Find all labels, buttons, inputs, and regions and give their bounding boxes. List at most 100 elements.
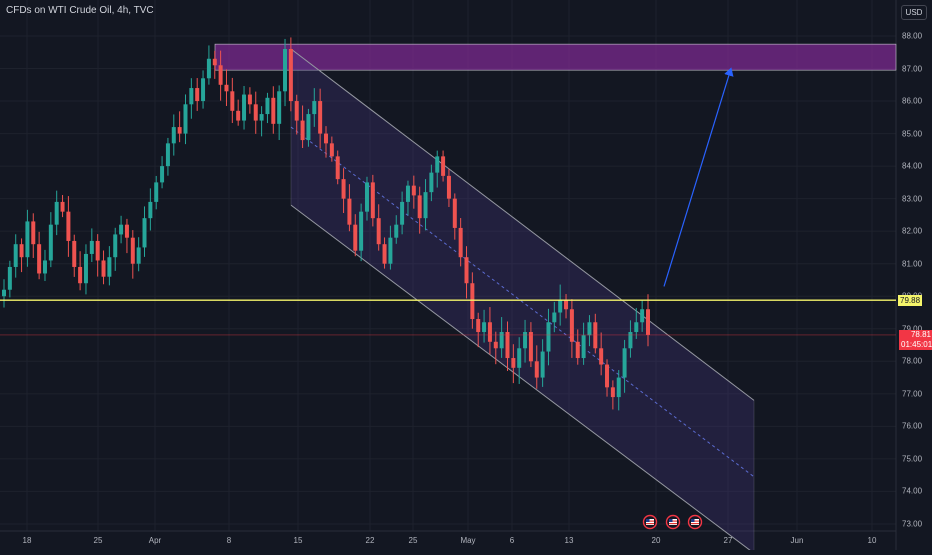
candle-body: [242, 94, 247, 121]
candle-body: [142, 218, 147, 248]
candle-body: [411, 185, 416, 196]
candle-body: [265, 97, 270, 115]
candle-body: [400, 201, 405, 225]
event-icons[interactable]: [642, 514, 703, 530]
candle-body: [382, 244, 387, 264]
candle-body: [288, 49, 293, 102]
candle-body: [300, 120, 305, 141]
channel-upper-line[interactable]: [290, 48, 755, 401]
candle-body: [312, 101, 317, 115]
last-price-tag: 78.81 01:45:01: [899, 330, 932, 350]
time-tick-label: 27: [723, 536, 733, 545]
time-tick-label: 25: [93, 536, 103, 545]
candle-body: [423, 192, 428, 219]
candle-body: [13, 244, 18, 267]
candle-body: [283, 49, 288, 92]
candle-body: [101, 260, 106, 277]
price-tick-label: 74.00: [902, 486, 923, 496]
price-tick-label: 79.00: [902, 324, 923, 334]
candle-body: [476, 319, 481, 333]
candle-body: [499, 332, 504, 349]
candle-body: [511, 358, 516, 368]
candle-body: [83, 253, 88, 284]
candle-body: [376, 218, 381, 245]
channel-fill: [291, 49, 754, 554]
candle-body: [119, 224, 124, 235]
candle-body: [417, 195, 422, 219]
price-tick-label: 86.00: [902, 96, 923, 106]
time-tick-label: May: [460, 536, 476, 545]
flag-us-icon[interactable]: [642, 514, 658, 530]
candle-body: [148, 201, 153, 219]
candle-body: [452, 198, 457, 228]
candle-body: [628, 332, 633, 349]
candle-body: [364, 182, 369, 212]
candle-body: [528, 332, 533, 362]
candle-body: [388, 237, 393, 264]
candle-body: [206, 58, 211, 79]
flag-us-icon[interactable]: [687, 514, 703, 530]
candle-body: [605, 364, 610, 388]
candle-body: [277, 91, 282, 124]
candle-body: [581, 335, 586, 359]
candle-body: [54, 201, 59, 225]
time-tick-label: Jun: [790, 536, 804, 545]
candle-body: [318, 101, 323, 134]
candle-body: [19, 244, 24, 258]
flag-us-icon[interactable]: [665, 514, 681, 530]
price-tick-label: 73.00: [902, 519, 923, 529]
time-tick-label: 22: [365, 536, 375, 545]
candle-body: [610, 387, 615, 398]
candle-body: [599, 348, 604, 365]
candle-body: [546, 322, 551, 352]
chart-title: CFDs on WTI Crude Oil, 4h, TVC: [6, 5, 154, 16]
time-tick-label: 10: [867, 536, 877, 545]
channel-lower-line[interactable]: [290, 204, 755, 554]
candle-body: [60, 201, 65, 212]
candle-body: [487, 322, 492, 342]
last-price-value: 78.81: [910, 330, 931, 339]
candle-body: [171, 127, 176, 144]
candle-body: [218, 65, 223, 85]
candle-body: [622, 348, 627, 378]
candle-body: [25, 221, 30, 258]
time-tick-label: 6: [509, 536, 515, 545]
candle-body: [587, 322, 592, 336]
candle-body: [95, 240, 100, 261]
candle-body: [189, 88, 194, 105]
price-tick-label: 83.00: [902, 194, 923, 204]
candle-body: [72, 240, 77, 267]
candle-body: [130, 237, 135, 264]
candle-body: [540, 351, 545, 378]
currency-button[interactable]: USD: [901, 5, 927, 20]
candle-body: [253, 104, 258, 121]
candle-body: [634, 322, 639, 333]
candle-body: [201, 78, 206, 102]
candle-body: [370, 182, 375, 219]
candle-body: [271, 97, 276, 124]
candle-body: [7, 266, 12, 290]
time-tick-label: 13: [564, 536, 574, 545]
candle-body: [154, 182, 159, 202]
time-tick-label: Apr: [148, 536, 162, 545]
bar-countdown: 01:45:01: [901, 340, 932, 349]
candle-body: [575, 341, 580, 359]
time-tick-label: 8: [226, 536, 232, 545]
candle-body: [616, 377, 621, 398]
projection-arrow[interactable]: [663, 67, 734, 287]
candle-body: [89, 240, 94, 254]
candle-body: [124, 224, 129, 238]
candle-body: [464, 257, 469, 284]
candle-body: [353, 224, 358, 251]
candle-body: [552, 312, 557, 323]
price-tick-label: 84.00: [902, 161, 923, 171]
candles: [2, 37, 650, 411]
candle-body: [569, 309, 574, 342]
supply-zone[interactable]: [214, 43, 897, 71]
candle-body: [324, 133, 328, 144]
price-tick-label: 82.00: [902, 226, 923, 236]
candle-body: [435, 156, 440, 173]
price-tick-label: 75.00: [902, 454, 923, 464]
